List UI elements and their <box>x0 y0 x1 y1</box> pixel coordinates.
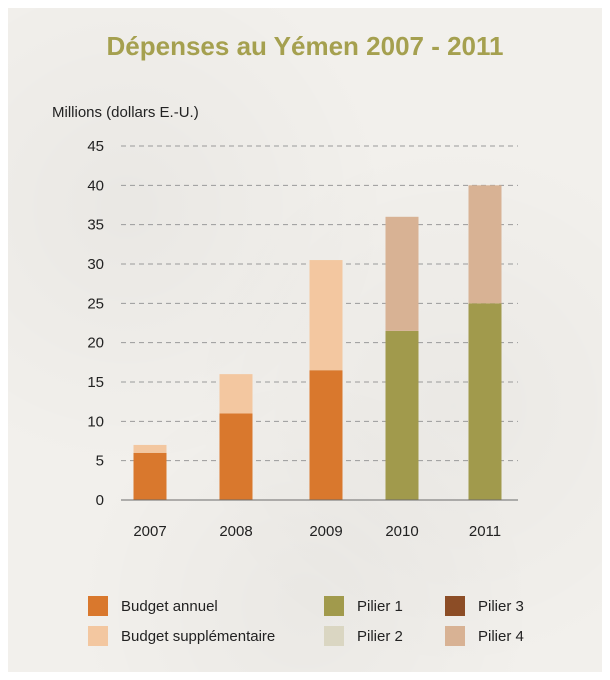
y-axis-ticks: 0 5 10 15 20 25 30 35 40 45 <box>87 138 104 509</box>
x-tick-label: 2011 <box>469 523 501 540</box>
legend-swatch <box>88 626 108 646</box>
y-tick-label: 20 <box>87 335 104 352</box>
legend-label: Pilier 3 <box>478 598 524 615</box>
legend-swatch <box>445 626 465 646</box>
chart-svg: Dépenses au Yémen 2007 - 2011 Millions (… <box>52 31 524 646</box>
bar-segment <box>468 185 502 304</box>
legend-swatch <box>324 596 344 616</box>
bar-segment <box>133 444 167 453</box>
bar-segment <box>133 452 167 500</box>
legend-label: Pilier 1 <box>357 598 403 615</box>
legend-swatch <box>324 626 344 646</box>
x-tick-label: 2008 <box>219 523 252 540</box>
bar-segment <box>385 330 419 500</box>
y-tick-label: 5 <box>96 453 104 470</box>
y-tick-label: 10 <box>87 413 104 430</box>
legend-label: Pilier 4 <box>478 628 524 645</box>
y-tick-label: 35 <box>87 217 104 234</box>
bar-segment <box>385 216 419 331</box>
legend-swatch <box>88 596 108 616</box>
chart-title: Dépenses au Yémen 2007 - 2011 <box>107 31 504 61</box>
x-tick-label: 2007 <box>133 523 166 540</box>
y-tick-label: 15 <box>87 374 104 391</box>
y-tick-label: 30 <box>87 256 104 273</box>
legend-label: Pilier 2 <box>357 628 403 645</box>
y-tick-label: 45 <box>87 138 104 155</box>
bar-segment <box>219 413 253 500</box>
bar-segment <box>309 370 343 500</box>
bar-segment <box>219 374 253 414</box>
y-tick-label: 0 <box>96 492 104 509</box>
chart-panel: Dépenses au Yémen 2007 - 2011 Millions (… <box>8 8 602 672</box>
bar-segment <box>468 303 502 500</box>
legend-label: Budget annuel <box>121 598 218 615</box>
y-axis-label: Millions (dollars E.-U.) <box>52 104 199 121</box>
bars <box>133 185 502 500</box>
y-tick-label: 40 <box>87 177 104 194</box>
y-tick-label: 25 <box>87 295 104 312</box>
legend-label: Budget supplémentaire <box>121 628 275 645</box>
legend: Budget annuel Budget supplémentaire Pilier… <box>88 596 524 646</box>
legend-swatch <box>445 596 465 616</box>
x-tick-label: 2010 <box>385 523 418 540</box>
x-tick-label: 2009 <box>309 523 342 540</box>
x-axis-ticks: 2007 2008 2009 2010 2011 <box>133 523 501 540</box>
bar-segment <box>309 260 343 371</box>
